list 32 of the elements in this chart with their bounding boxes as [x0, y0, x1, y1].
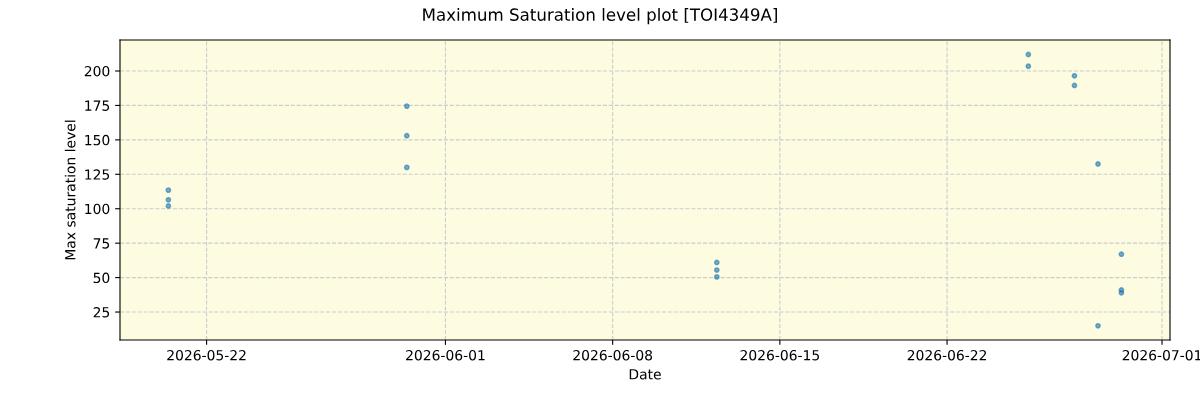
- chart-title: Maximum Saturation level plot [TOI4349A]: [423, 8, 777, 25]
- y-tick-label: 175: [85, 100, 110, 111]
- point: [1118, 251, 1125, 258]
- x-tick-label: 2026-06-22: [907, 349, 987, 361]
- y-tick-label: 100: [85, 203, 110, 215]
- point: [713, 259, 720, 266]
- point: [1071, 72, 1078, 79]
- x-tick-label: 2026-05-22: [167, 349, 246, 361]
- point: [713, 267, 720, 273]
- point: [1025, 63, 1032, 70]
- y-tick-label: 75: [93, 238, 110, 249]
- x-tick-label: 2026-06-15: [740, 349, 819, 361]
- y-tick-label: 50: [93, 272, 110, 284]
- y-tick-label: 125: [85, 169, 110, 180]
- point: [403, 164, 410, 171]
- point: [403, 103, 410, 110]
- point: [403, 132, 410, 139]
- y-tick-label: 25: [93, 307, 110, 318]
- x-axis-title: Date: [629, 369, 661, 380]
- point: [1095, 322, 1101, 329]
- y-axis-title: Max saturation level: [64, 120, 76, 260]
- y-tick-label: 200: [84, 65, 110, 77]
- y-tick-label: 150: [85, 134, 110, 146]
- x-tick-label: 2026-06-01: [406, 349, 485, 361]
- point: [1095, 161, 1101, 167]
- x-tick-label: 2026-06-08: [573, 349, 653, 361]
- point: [165, 187, 172, 194]
- point: [165, 196, 172, 203]
- point: [1025, 51, 1032, 58]
- point: [1071, 82, 1078, 89]
- point: [713, 274, 720, 280]
- point: [165, 203, 172, 209]
